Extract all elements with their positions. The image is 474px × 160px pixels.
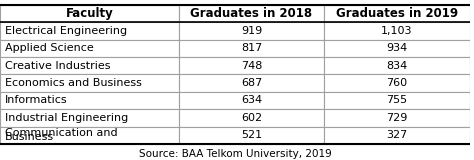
Text: Communication and: Communication and xyxy=(5,128,118,138)
Bar xyxy=(0,127,179,144)
Text: Industrial Engineering: Industrial Engineering xyxy=(5,113,128,123)
Bar xyxy=(0,5,179,22)
Text: 817: 817 xyxy=(241,43,262,53)
Text: 748: 748 xyxy=(241,61,262,71)
Bar xyxy=(0,57,179,74)
Bar xyxy=(324,92,470,109)
Text: 327: 327 xyxy=(386,130,408,140)
Text: Applied Science: Applied Science xyxy=(5,43,93,53)
Bar xyxy=(179,74,324,92)
Text: 760: 760 xyxy=(386,78,408,88)
Text: Graduates in 2019: Graduates in 2019 xyxy=(336,7,458,20)
Text: 934: 934 xyxy=(386,43,408,53)
Bar xyxy=(0,74,179,92)
Text: 729: 729 xyxy=(386,113,408,123)
Bar xyxy=(0,92,179,109)
Bar xyxy=(179,57,324,74)
Bar xyxy=(179,40,324,57)
Bar xyxy=(0,109,179,127)
Text: 834: 834 xyxy=(386,61,408,71)
Bar xyxy=(324,74,470,92)
Text: 602: 602 xyxy=(241,113,262,123)
Text: 521: 521 xyxy=(241,130,262,140)
Text: 919: 919 xyxy=(241,26,262,36)
Bar xyxy=(324,109,470,127)
Bar xyxy=(179,127,324,144)
Text: 755: 755 xyxy=(386,96,408,105)
Text: 687: 687 xyxy=(241,78,262,88)
Bar xyxy=(179,5,324,22)
Text: Source: BAA Telkom University, 2019: Source: BAA Telkom University, 2019 xyxy=(138,148,331,159)
Bar xyxy=(324,22,470,40)
Text: Informatics: Informatics xyxy=(5,96,67,105)
Bar xyxy=(324,40,470,57)
Text: Faculty: Faculty xyxy=(65,7,113,20)
Text: Creative Industries: Creative Industries xyxy=(5,61,110,71)
Bar xyxy=(179,109,324,127)
Bar xyxy=(324,5,470,22)
Bar xyxy=(324,57,470,74)
Text: Electrical Engineering: Electrical Engineering xyxy=(5,26,127,36)
Text: 634: 634 xyxy=(241,96,262,105)
Bar xyxy=(324,127,470,144)
Bar xyxy=(0,40,179,57)
Bar xyxy=(179,92,324,109)
Text: 1,103: 1,103 xyxy=(381,26,413,36)
Bar xyxy=(179,22,324,40)
Text: Business: Business xyxy=(5,132,54,142)
Text: Economics and Business: Economics and Business xyxy=(5,78,142,88)
Text: Graduates in 2018: Graduates in 2018 xyxy=(191,7,312,20)
Bar xyxy=(0,22,179,40)
